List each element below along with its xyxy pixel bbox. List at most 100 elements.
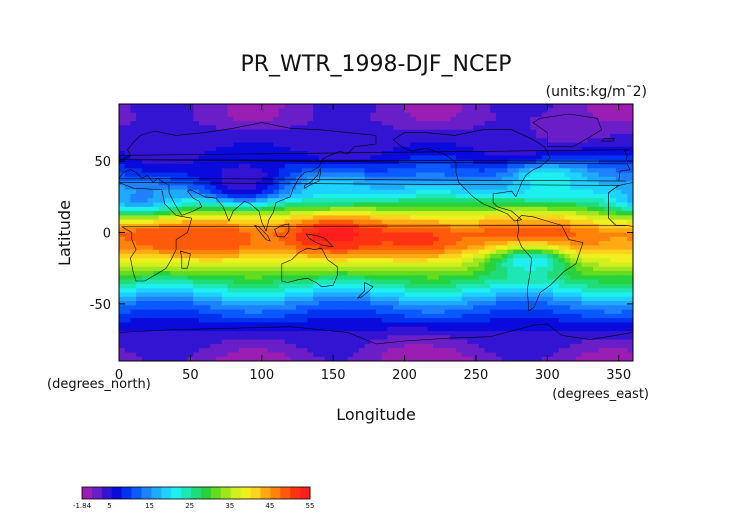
heatmap-cell bbox=[421, 172, 428, 178]
heatmap-cell bbox=[524, 275, 531, 281]
heatmap-cell bbox=[627, 159, 633, 165]
heatmap-cell bbox=[273, 305, 280, 311]
heatmap-cell bbox=[290, 146, 297, 152]
heatmap-cell bbox=[530, 129, 537, 135]
heatmap-cell bbox=[450, 275, 457, 281]
heatmap-cell bbox=[153, 219, 160, 225]
heatmap-cell bbox=[610, 193, 617, 199]
heatmap-cell bbox=[336, 301, 343, 306]
heatmap-cell bbox=[604, 215, 611, 221]
heatmap-cell bbox=[535, 245, 543, 251]
heatmap-cell bbox=[501, 155, 508, 161]
heatmap-cell bbox=[604, 266, 611, 272]
heatmap-cell bbox=[593, 133, 600, 139]
heatmap-cell bbox=[261, 318, 269, 324]
heatmap-cell bbox=[198, 253, 206, 259]
heatmap-cell bbox=[176, 108, 183, 114]
heatmap-cell bbox=[153, 151, 160, 156]
heatmap-cell bbox=[581, 159, 588, 165]
heatmap-cell bbox=[296, 108, 303, 114]
heatmap-cell bbox=[433, 138, 440, 144]
heatmap-cell bbox=[284, 249, 291, 255]
heatmap-cell bbox=[558, 151, 566, 156]
heatmap-cell bbox=[284, 189, 291, 195]
heatmap-cell bbox=[221, 309, 229, 315]
heatmap-cell bbox=[444, 172, 451, 178]
heatmap-cell bbox=[204, 108, 211, 114]
heatmap-cell bbox=[301, 138, 309, 144]
heatmap-cell bbox=[336, 292, 343, 298]
heatmap-cell bbox=[227, 305, 234, 311]
heatmap-cell bbox=[535, 296, 543, 302]
heatmap-cell bbox=[347, 133, 354, 139]
heatmap-cell bbox=[170, 215, 177, 221]
heatmap-cell bbox=[547, 228, 554, 234]
heatmap-cell bbox=[358, 318, 366, 324]
heatmap-cell bbox=[341, 258, 349, 264]
heatmap-cell bbox=[347, 163, 354, 169]
heatmap-cell bbox=[181, 331, 189, 336]
heatmap-cell bbox=[164, 322, 171, 328]
heatmap-cell bbox=[193, 146, 200, 152]
heatmap-cell bbox=[627, 292, 633, 298]
heatmap-cell bbox=[227, 193, 234, 199]
heatmap-cell bbox=[198, 301, 206, 306]
heatmap-cell bbox=[130, 331, 137, 336]
heatmap-cell bbox=[296, 241, 303, 246]
heatmap-cell bbox=[278, 253, 286, 259]
heatmap-cell bbox=[433, 301, 440, 306]
heatmap-cell bbox=[410, 292, 417, 298]
heatmap-cell bbox=[598, 121, 606, 127]
heatmap-cell bbox=[119, 176, 126, 182]
heatmap-cell bbox=[256, 335, 263, 341]
heatmap-cell bbox=[513, 296, 520, 302]
heatmap-cell bbox=[136, 146, 143, 152]
heatmap-cell bbox=[290, 279, 297, 285]
heatmap-cell bbox=[535, 146, 543, 152]
heatmap-cell bbox=[433, 249, 440, 255]
heatmap-cell bbox=[233, 163, 240, 169]
heatmap-cell bbox=[598, 245, 606, 251]
heatmap-cell bbox=[313, 172, 320, 178]
heatmap-cell bbox=[535, 138, 543, 144]
heatmap-cell bbox=[381, 155, 389, 161]
heatmap-cell bbox=[153, 142, 160, 148]
heatmap-cell bbox=[364, 339, 371, 345]
heatmap-cell bbox=[484, 292, 491, 298]
heatmap-cell bbox=[176, 309, 183, 315]
heatmap-cell bbox=[444, 292, 451, 298]
heatmap-cell bbox=[490, 232, 497, 238]
heatmap-cell bbox=[256, 313, 263, 319]
heatmap-cell bbox=[364, 275, 371, 281]
heatmap-cell bbox=[347, 185, 354, 191]
heatmap-cell bbox=[233, 151, 240, 156]
heatmap-cell bbox=[284, 116, 291, 122]
heatmap-cell bbox=[210, 305, 217, 311]
heatmap-cell bbox=[124, 129, 132, 135]
heatmap-cell bbox=[216, 112, 223, 118]
heatmap-cell bbox=[290, 108, 297, 114]
heatmap-cell bbox=[353, 219, 360, 225]
heatmap-cell bbox=[450, 155, 457, 161]
heatmap-cell bbox=[313, 305, 320, 311]
heatmap-cell bbox=[324, 193, 331, 199]
heatmap-cell bbox=[336, 245, 343, 251]
heatmap-cell bbox=[130, 318, 137, 324]
heatmap-cell bbox=[484, 258, 491, 264]
heatmap-cell bbox=[278, 185, 286, 191]
heatmap-cell bbox=[176, 335, 183, 341]
heatmap-cell bbox=[198, 202, 206, 208]
heatmap-cell bbox=[547, 335, 554, 341]
heatmap-cell bbox=[313, 262, 320, 268]
heatmap-cell bbox=[381, 228, 389, 234]
heatmap-cell bbox=[530, 236, 537, 242]
heatmap-cell bbox=[575, 181, 583, 186]
heatmap-cell bbox=[484, 138, 491, 144]
heatmap-cell bbox=[421, 283, 428, 289]
heatmap-cell bbox=[341, 198, 349, 204]
heatmap-cell bbox=[387, 219, 394, 225]
heatmap-cell bbox=[193, 236, 200, 242]
heatmap-cell bbox=[490, 335, 497, 341]
heatmap-cell bbox=[204, 292, 211, 298]
heatmap-cell bbox=[233, 258, 240, 264]
